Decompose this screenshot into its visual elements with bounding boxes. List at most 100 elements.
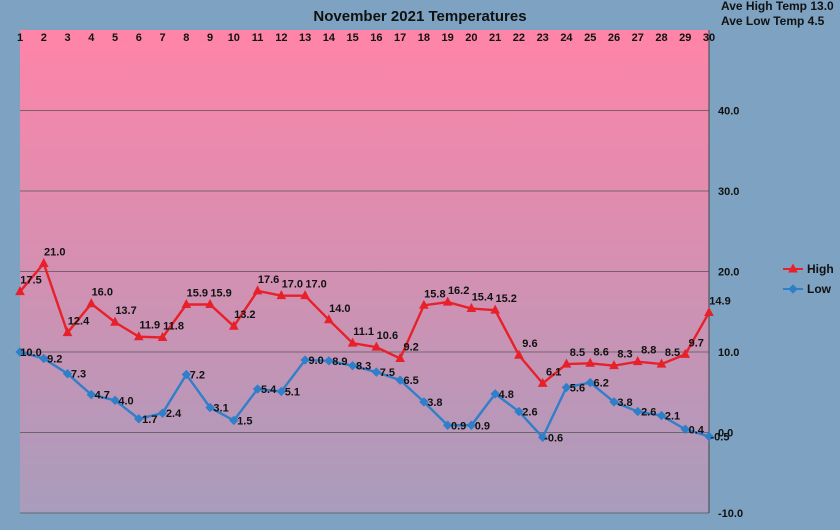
ave-low-stat: Ave Low Temp 4.5: [721, 14, 825, 28]
high-data-label: 11.1: [353, 326, 374, 338]
high-point-marker: [133, 331, 144, 341]
high-data-label: 12.4: [68, 316, 90, 328]
x-tick-label: 4: [88, 32, 95, 44]
low-data-label: 0.9: [451, 420, 466, 432]
low-data-label: 5.6: [570, 382, 585, 394]
low-point-marker: [656, 410, 667, 421]
low-point-marker: [62, 369, 73, 379]
x-tick-label: 3: [64, 32, 70, 44]
low-data-label: 2.6: [522, 407, 537, 419]
high-data-label: 15.9: [187, 288, 208, 300]
high-point-marker: [62, 327, 73, 337]
low-point-marker: [15, 347, 25, 357]
x-tick-label: 20: [465, 32, 477, 44]
x-tick-label: 28: [655, 32, 667, 44]
low-series: 10.0 9.2 7.3 4.7 4.0 1.7 2.4 7.2 3.1 1.5 5.4 5.1 9.0…: [15, 347, 729, 444]
high-data-label: 16.2: [448, 285, 469, 297]
high-data-label: 17.0: [305, 279, 326, 291]
low-data-label: 5.4: [261, 384, 277, 396]
x-tick-label: 10: [228, 32, 240, 44]
low-point-marker: [252, 384, 263, 394]
high-point-marker: [442, 296, 453, 306]
low-point-marker: [300, 355, 310, 365]
low-data-label: 8.9: [332, 356, 347, 368]
low-point-marker: [134, 414, 144, 424]
low-point-marker: [324, 356, 334, 366]
high-data-label: 8.5: [665, 347, 680, 359]
high-data-label: 6.1: [546, 366, 561, 378]
x-tick-label: 5: [112, 32, 118, 44]
low-data-label: 4.7: [95, 390, 110, 402]
high-series: 17.521.012.416.013.711.9 11.815.9 15.913.2…: [15, 246, 731, 387]
x-tick-label: 21: [489, 32, 501, 44]
low-data-label: 7.5: [380, 367, 395, 379]
low-data-label: 6.2: [594, 378, 609, 390]
low-point-marker: [347, 360, 358, 371]
high-point-marker: [656, 358, 667, 368]
low-data-label: 5.1: [285, 386, 300, 398]
high-point-marker: [252, 285, 263, 295]
low-point-marker: [110, 395, 120, 406]
high-data-label: 9.7: [689, 337, 704, 349]
y-tick-label: 40.0: [718, 106, 739, 118]
high-point-marker: [181, 298, 192, 309]
high-data-label: 13.2: [234, 309, 255, 321]
x-tick-label: 2: [41, 32, 47, 44]
x-tick-label: 12: [275, 32, 287, 44]
high-point-marker: [537, 377, 548, 387]
high-data-label: 14.9: [709, 296, 730, 308]
legend: High Low: [783, 262, 834, 296]
legend-marker: [788, 284, 798, 294]
high-data-label: 9.2: [403, 341, 418, 353]
y-tick-label: 10.0: [718, 347, 739, 359]
low-data-label: 9.2: [47, 353, 62, 365]
low-data-label: 8.3: [356, 361, 371, 373]
low-point-marker: [39, 353, 49, 364]
x-tick-label: 15: [346, 32, 358, 44]
low-data-label: 2.4: [166, 408, 182, 420]
x-tick-label: 29: [679, 32, 691, 44]
low-point-marker: [419, 397, 429, 407]
low-data-label: 3.8: [427, 397, 442, 409]
high-data-label: 8.8: [641, 345, 656, 357]
low-point-marker: [86, 389, 96, 400]
high-point-marker: [86, 298, 97, 308]
high-data-label: 10.6: [377, 330, 398, 342]
low-point-marker: [395, 375, 405, 385]
x-tick-label: 8: [183, 32, 189, 44]
high-point-marker: [371, 341, 382, 351]
high-data-label: 8.5: [570, 347, 585, 359]
low-data-label: -0.6: [544, 432, 563, 444]
high-point-marker: [157, 331, 168, 342]
x-tick-label: 25: [584, 32, 596, 44]
x-tick-label: 9: [207, 32, 213, 44]
x-tick-label: 23: [537, 32, 549, 44]
high-point-marker: [632, 356, 643, 366]
low-data-label: 9.0: [308, 355, 323, 367]
low-point-marker: [205, 402, 215, 413]
high-point-marker: [38, 257, 49, 267]
high-data-label: 15.2: [495, 293, 516, 305]
low-point-marker: [157, 408, 168, 418]
high-point-marker: [609, 360, 619, 370]
high-point-marker: [110, 316, 120, 326]
low-point-marker: [276, 386, 287, 397]
low-data-label: 1.5: [237, 415, 252, 427]
y-tick-label: 0.0: [718, 428, 733, 440]
low-point-marker: [680, 424, 690, 434]
low-point-marker: [229, 415, 239, 426]
legend-label-high: High: [807, 262, 834, 276]
low-data-label: 3.8: [617, 397, 632, 409]
high-data-label: 17.6: [258, 274, 279, 286]
high-point-marker: [704, 306, 714, 317]
high-point-marker: [228, 320, 239, 330]
high-data-label: 15.9: [210, 288, 231, 300]
x-axis-ticks: 1 2 3 4 5 6 7 8 9 10 11 12 13 14 15 16 17 18 19 20 21 22 23 24 2…: [17, 32, 715, 44]
y-tick-label: 30.0: [718, 186, 739, 198]
low-point-marker: [442, 420, 453, 430]
low-point-marker: [704, 431, 714, 442]
high-data-label: 16.0: [92, 287, 113, 299]
high-data-label: 14.0: [329, 303, 350, 315]
low-point-marker: [585, 377, 595, 388]
